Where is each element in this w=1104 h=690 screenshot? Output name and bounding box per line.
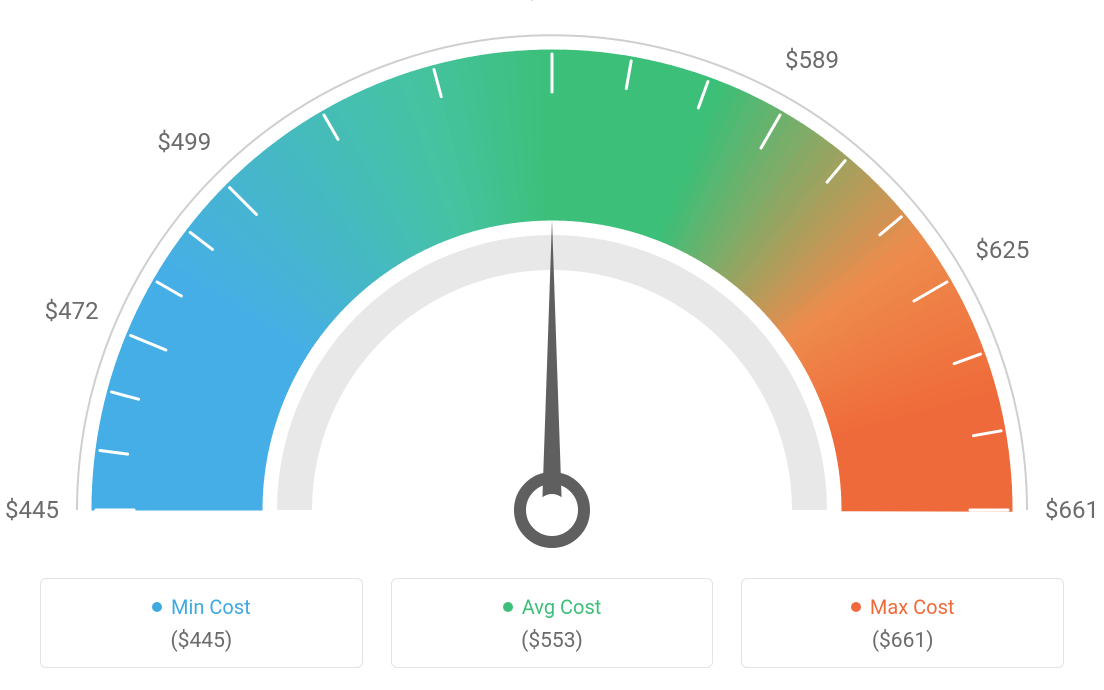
- gauge-tick-label: $499: [157, 128, 211, 156]
- gauge-tick-label: $553: [525, 0, 579, 4]
- legend-value-avg: ($553): [402, 629, 703, 653]
- legend-row: Min Cost ($445) Avg Cost ($553) Max Cost…: [40, 578, 1064, 668]
- legend-card-avg: Avg Cost ($553): [391, 578, 714, 668]
- legend-value-max: ($661): [752, 629, 1053, 653]
- dot-icon: [503, 602, 513, 612]
- legend-value-min: ($445): [51, 629, 352, 653]
- gauge-tick-label: $661: [1045, 496, 1099, 524]
- gauge-tick-label: $472: [45, 297, 99, 325]
- legend-card-max: Max Cost ($661): [741, 578, 1064, 668]
- gauge-chart: $445 $472 $499 $553 $589 $625 $661: [0, 0, 1104, 570]
- dot-icon: [851, 602, 861, 612]
- gauge-tick-label: $625: [975, 236, 1029, 264]
- dot-icon: [152, 602, 162, 612]
- legend-title-label: Min Cost: [171, 595, 251, 619]
- gauge-tick-label: $589: [785, 46, 839, 74]
- legend-title-avg: Avg Cost: [503, 595, 602, 619]
- gauge-tick-label: $445: [5, 496, 59, 524]
- legend-card-min: Min Cost ($445): [40, 578, 363, 668]
- legend-title-label: Max Cost: [870, 595, 955, 619]
- legend-title-max: Max Cost: [851, 595, 955, 619]
- legend-title-label: Avg Cost: [522, 595, 602, 619]
- legend-title-min: Min Cost: [152, 595, 251, 619]
- gauge-svg: [0, 0, 1104, 570]
